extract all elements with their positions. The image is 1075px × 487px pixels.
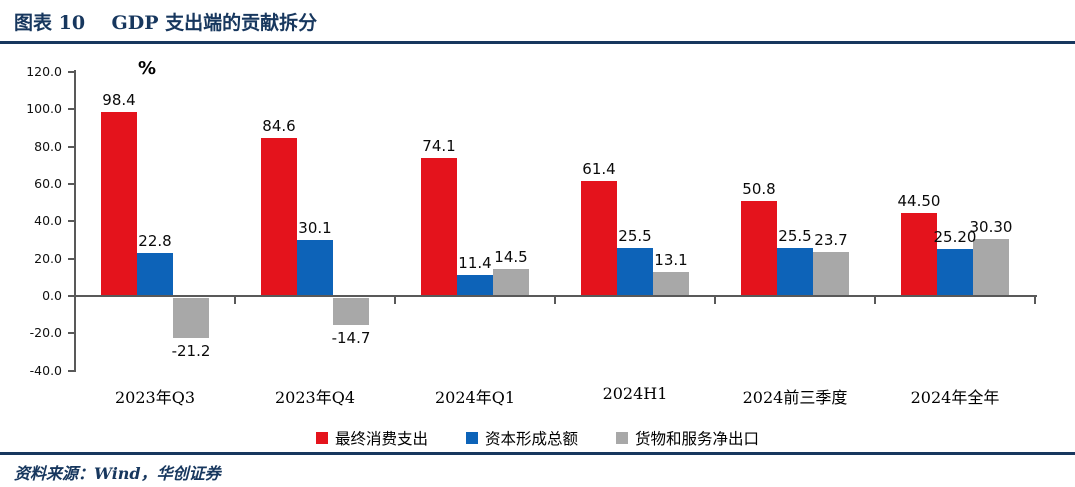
bar-value-label: 22.8 [138, 232, 172, 251]
bar-value-label: 14.5 [494, 247, 528, 266]
bar-value-label: 11.4 [458, 253, 492, 272]
figure-title: 图表 10 GDP 支出端的贡献拆分 [14, 12, 318, 34]
legend-swatch [315, 432, 328, 444]
bar-value-label: 25.5 [618, 227, 652, 246]
legend-item: 最终消费支出 [315, 427, 428, 449]
bar [617, 248, 653, 296]
legend-label: 货物和服务净出口 [635, 430, 760, 448]
y-axis-tick-label: 100.0 [26, 101, 62, 117]
bar-value-label: 30.30 [969, 218, 1013, 237]
y-axis-tick-label: 60.0 [34, 175, 62, 191]
y-axis-line [74, 70, 76, 372]
y-axis-tick [68, 295, 75, 297]
x-axis-tick [554, 297, 556, 304]
bar-value-label: 13.1 [654, 250, 688, 269]
bar [901, 212, 937, 296]
bar [813, 251, 849, 296]
x-axis-category-label: 2024年全年 [910, 388, 1000, 407]
x-axis-category-label: 2023年Q3 [114, 388, 196, 407]
legend-label: 资本形成总额 [484, 430, 578, 448]
bar [653, 271, 689, 296]
bar [297, 239, 333, 296]
bar [457, 274, 493, 296]
source-note: 资料来源：Wind，华创证券 [14, 464, 221, 483]
footer-divider [0, 452, 1075, 455]
bar-value-label: 50.8 [742, 180, 776, 199]
bar [973, 239, 1009, 296]
x-axis-category-label: 2024H1 [602, 384, 668, 403]
legend-item: 资本形成总额 [465, 427, 578, 449]
y-axis-unit-label: % [138, 58, 157, 79]
x-axis-tick [874, 297, 876, 304]
x-axis-line [74, 295, 1037, 297]
legend-label: 最终消费支出 [334, 430, 428, 448]
bar-value-label: 84.6 [262, 116, 296, 135]
x-axis-category-label: 2023年Q4 [274, 388, 356, 407]
bar-value-label: 30.1 [298, 218, 332, 237]
bar-value-label: -14.7 [331, 329, 371, 348]
bar-value-label: 98.4 [102, 91, 136, 110]
bar-value-label: 25.20 [933, 227, 977, 246]
y-axis-tick-label: 0.0 [42, 288, 62, 303]
bar [581, 181, 617, 296]
bar [421, 157, 457, 296]
y-axis-tick-label: 80.0 [34, 138, 62, 154]
y-axis-tick-label: -20.0 [29, 325, 62, 341]
bar [741, 201, 777, 296]
y-axis-tick-label: 120.0 [26, 63, 62, 79]
y-axis-tick [68, 257, 75, 260]
bar-value-label: 61.4 [582, 160, 616, 179]
bar-value-label: 44.50 [897, 191, 941, 210]
bar-value-label: -21.2 [171, 341, 211, 360]
x-axis-tick [394, 297, 396, 304]
bar-value-label: 25.5 [778, 227, 812, 246]
y-axis-tick [68, 70, 75, 73]
y-axis-tick [68, 108, 75, 111]
bar [173, 298, 209, 338]
y-axis-tick [68, 145, 75, 148]
header-divider [0, 41, 1075, 44]
y-axis-tick-label: -40.0 [29, 362, 62, 378]
legend-item: 货物和服务净出口 [616, 427, 759, 449]
bar [261, 137, 297, 296]
y-axis-tick [68, 332, 75, 335]
x-axis-category-label: 2024前三季度 [742, 388, 848, 407]
y-axis-tick [68, 369, 75, 372]
bar [937, 248, 973, 296]
bar [493, 268, 529, 296]
bar [101, 112, 137, 296]
y-axis-tick [68, 220, 75, 223]
bar [777, 248, 813, 296]
y-axis-tick-label: 20.0 [34, 250, 62, 266]
legend-swatch [465, 432, 478, 444]
bar [333, 298, 369, 326]
chart-legend: 最终消费支出 资本形成总额 货物和服务净出口 [0, 427, 1075, 449]
y-axis-tick-label: 40.0 [34, 213, 62, 229]
y-axis-tick [68, 182, 75, 185]
x-axis-category-label: 2024年Q1 [434, 388, 516, 407]
legend-swatch [616, 432, 628, 444]
x-axis-tick [1034, 297, 1036, 304]
x-axis-tick [714, 297, 716, 304]
bar-value-label: 74.1 [422, 136, 456, 155]
bar-value-label: 23.7 [814, 230, 848, 249]
bar [137, 253, 173, 296]
x-axis-tick [234, 297, 236, 304]
